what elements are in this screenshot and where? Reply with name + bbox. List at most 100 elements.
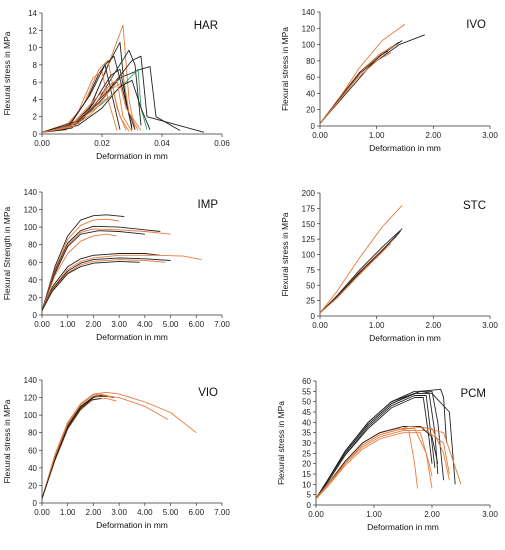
y-tick-label: 60 [28, 258, 37, 267]
y-tick-label: 100 [24, 223, 38, 232]
series-line-8 [41, 254, 202, 311]
series-line-12 [315, 426, 450, 500]
x-tick-label: 6.00 [188, 320, 204, 329]
y-tick-label: 25 [302, 449, 311, 458]
y-tick-label: 0 [307, 501, 312, 510]
y-tick-label: 20 [28, 481, 37, 490]
y-tick-label: 75 [306, 266, 315, 275]
y-tick-label: 15 [302, 470, 311, 479]
y-tick-label: 10 [302, 480, 311, 489]
x-tick-label: 1.00 [369, 321, 385, 330]
y-tick-label: 55 [302, 387, 311, 396]
y-tick-label: 120 [24, 206, 38, 215]
y-axis-label: Flexural stress in MPa [280, 27, 290, 111]
x-tick-label: 3.00 [111, 320, 127, 329]
y-tick-label: 50 [306, 281, 315, 290]
y-axis-label: Flexural stress in MPa [276, 401, 286, 485]
y-tick-label: 120 [24, 394, 38, 403]
panel-title: PCM [460, 388, 486, 400]
x-tick-label: 0.04 [154, 139, 170, 148]
series-line-11 [41, 55, 133, 133]
y-tick-label: 0 [311, 312, 316, 321]
x-axis-label: Deformation in mm [96, 151, 168, 161]
series-line-15 [41, 55, 205, 133]
y-tick-label: 175 [302, 204, 316, 213]
y-tick-label: 40 [28, 464, 37, 473]
y-tick-label: 10 [28, 44, 37, 53]
series-line-6 [319, 52, 392, 124]
series-line-10 [41, 259, 166, 311]
y-tick-label: 60 [306, 73, 315, 82]
y-tick-label: 0 [33, 499, 38, 508]
y-tick-label: 125 [302, 235, 316, 244]
series-line-3 [41, 395, 169, 499]
y-tick-label: 60 [28, 446, 37, 455]
x-tick-label: 0.00 [34, 139, 50, 148]
y-tick-label: 35 [302, 429, 311, 438]
x-tick-label: 0.00 [312, 131, 328, 140]
y-axis-label: Flexural stress in MPa [2, 399, 12, 483]
chart-panel-har: 0.00 0.02 0.04 0.06 0 2 4 6 8 10 12 14 HAR Deformatio… [2, 9, 230, 161]
series-line-6 [315, 390, 456, 500]
x-tick-label: 3.00 [482, 131, 498, 140]
y-tick-label: 80 [306, 57, 315, 66]
x-tick-label: 4.00 [137, 508, 153, 517]
y-tick-label: 200 [302, 189, 316, 198]
x-tick-label: 1.00 [60, 508, 76, 517]
x-axis-label: Deformation in mm [369, 333, 441, 343]
x-tick-label: 2.00 [86, 508, 102, 517]
x-tick-label: 0.00 [34, 320, 50, 329]
series-line-12 [41, 83, 142, 133]
y-axis-label: Flexural Strength in MPa [2, 206, 12, 300]
series-line-7 [319, 243, 392, 314]
series-line-3 [41, 225, 161, 311]
y-tick-label: 40 [28, 276, 37, 285]
series-line-13 [41, 79, 151, 133]
y-axis-label: Flexural stress in MPa [2, 31, 12, 115]
series-line-4 [41, 66, 181, 133]
series-line-7 [41, 397, 102, 499]
chart-panel-stc: 0.00 1.00 2.00 3.00 0 25 50 75 100 125 150 175 200 ST… [280, 189, 498, 343]
series-line-5 [315, 397, 433, 500]
x-axis-label: Deformation in mm [96, 520, 168, 530]
x-tick-label: 1.00 [369, 131, 385, 140]
series-line-9 [41, 257, 171, 311]
series-line-4 [41, 228, 171, 311]
y-tick-label: 6 [33, 78, 38, 87]
y-tick-label: 30 [302, 439, 311, 448]
series-line-14 [41, 93, 130, 133]
series-line-11 [41, 260, 140, 311]
series-line-6 [41, 233, 117, 311]
y-tick-label: 20 [302, 460, 311, 469]
y-tick-label: 140 [24, 188, 38, 197]
y-tick-label: 80 [28, 429, 37, 438]
panel-title: VIO [198, 387, 218, 399]
series-line-1 [41, 214, 125, 311]
y-tick-label: 25 [306, 297, 315, 306]
y-tick-label: 50 [302, 398, 311, 407]
panel-title: IVO [466, 19, 486, 31]
series-line-2 [41, 218, 120, 311]
y-tick-label: 8 [33, 61, 38, 70]
x-tick-label: 3.00 [111, 508, 127, 517]
y-tick-label: 20 [306, 106, 315, 115]
y-tick-label: 0 [311, 122, 316, 131]
series-line-6 [319, 230, 401, 314]
y-tick-label: 60 [302, 377, 311, 386]
x-tick-label: 5.00 [163, 320, 179, 329]
panel-title: HAR [194, 20, 218, 32]
y-tick-label: 100 [302, 251, 316, 260]
y-tick-label: 140 [302, 8, 316, 17]
y-tick-label: 2 [33, 113, 38, 122]
y-tick-label: 0 [33, 311, 38, 320]
panel-title: STC [463, 200, 486, 212]
y-tick-label: 0 [33, 130, 38, 139]
series-line-2 [315, 392, 439, 500]
y-axis-label: Flexural stress in MPa [280, 212, 290, 296]
x-tick-label: 0.06 [214, 139, 230, 148]
x-tick-label: 4.00 [137, 320, 153, 329]
chart-panel-ivo: 0.00 1.00 2.00 3.00 0 20 40 60 80 100 120 140 IVO Def… [280, 8, 498, 153]
x-tick-label: 1.00 [60, 320, 76, 329]
